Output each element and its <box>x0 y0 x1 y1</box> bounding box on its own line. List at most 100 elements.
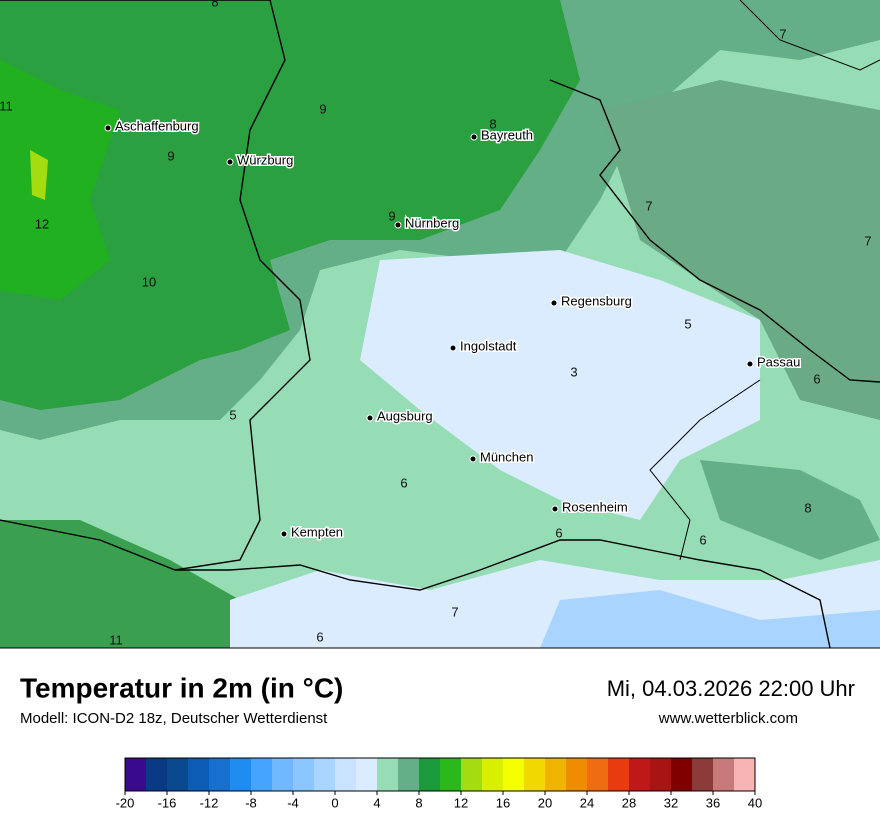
temperature-label: 11 <box>109 632 123 647</box>
colorbar-segment <box>356 758 378 791</box>
colorbar-segment <box>146 758 168 791</box>
colorbar-segment <box>734 758 756 791</box>
temperature-label: 9 <box>388 208 395 223</box>
colorbar-segment <box>608 758 630 791</box>
city-dot <box>550 299 558 307</box>
city-dot <box>366 414 374 422</box>
temperature-label: 9 <box>167 148 174 163</box>
city-dot <box>394 221 402 229</box>
temperature-label: 3 <box>570 364 577 379</box>
city-name: Regensburg <box>561 293 632 308</box>
temperature-label: 12 <box>35 216 49 231</box>
colorbar-tick-label: -12 <box>200 795 219 810</box>
colorbar-segment <box>566 758 588 791</box>
colorbar-tick-label: 24 <box>580 795 594 810</box>
colorbar-segment <box>335 758 357 791</box>
colorbar-segment <box>398 758 420 791</box>
colorbar-segment <box>524 758 546 791</box>
cities: Aschaffenburg Würzburg Bayreuth Nürnberg Reg… <box>104 117 802 541</box>
title: Temperatur in 2m (in °C) <box>20 672 343 703</box>
colorbar-tick-label: -16 <box>158 795 177 810</box>
colorbar-segment <box>671 758 693 791</box>
colorbar-tick-label: 4 <box>373 795 380 810</box>
colorbar-segment <box>230 758 252 791</box>
city-name: Bayreuth <box>481 127 533 142</box>
temperature-label: 6 <box>316 629 323 644</box>
city-name: Kempten <box>291 524 343 539</box>
colorbar-segment <box>125 758 147 791</box>
colorbar-tick-label: -20 <box>116 795 135 810</box>
colorbar-segment <box>440 758 462 791</box>
temperature-labels: 8 11 9 8 9 12 9 7 7 7 10 5 3 6 5 6 6 8 6 7 6 11 <box>0 0 872 647</box>
colorbar-segment <box>713 758 735 791</box>
city-name: Rosenheim <box>562 499 628 514</box>
city-dot <box>746 360 754 368</box>
colorbar-tick-label: 20 <box>538 795 552 810</box>
colorbar-segment <box>314 758 336 791</box>
temperature-label: 6 <box>555 525 562 540</box>
city-dot <box>449 344 457 352</box>
colorbar-tick-label: -4 <box>287 795 299 810</box>
temperature-label: 7 <box>645 198 652 213</box>
temperature-label: 5 <box>684 316 691 331</box>
colorbar-segment <box>293 758 315 791</box>
subtitle: Modell: ICON-D2 18z, Deutscher Wetterdie… <box>20 710 328 727</box>
city-name: Nürnberg <box>405 215 459 230</box>
temperature-label: 6 <box>813 371 820 386</box>
city-name: München <box>480 449 533 464</box>
colorbar-tick-label: 36 <box>706 795 720 810</box>
city-dot <box>551 505 559 513</box>
temperature-label: 6 <box>400 475 407 490</box>
city-name: Würzburg <box>237 152 293 167</box>
temperature-label: 7 <box>864 233 871 248</box>
colorbar-segment <box>251 758 273 791</box>
colorbar-tick-label: 16 <box>496 795 510 810</box>
temperature-label: 9 <box>319 101 326 116</box>
colorbar-segment <box>503 758 525 791</box>
temperature-label: 5 <box>229 407 236 422</box>
colorbar-segment <box>587 758 609 791</box>
temperature-label: 7 <box>779 26 786 41</box>
colorbar: -20 -16 -12 -8 -4 0 4 8 12 16 20 24 28 32 36 40 <box>116 757 762 810</box>
colorbar-segment <box>419 758 441 791</box>
colorbar-tick-label: 8 <box>415 795 422 810</box>
map: Aschaffenburg Würzburg Bayreuth Nürnberg Reg… <box>0 0 880 649</box>
city-name: Passau <box>757 354 800 369</box>
colorbar-segment <box>188 758 210 791</box>
colorbar-frame <box>124 757 756 792</box>
colorbar-tick-label: 0 <box>331 795 338 810</box>
temperature-label: 8 <box>211 0 218 9</box>
colorbar-segment <box>209 758 231 791</box>
colorbar-tick-label: 12 <box>454 795 468 810</box>
colorbar-segment <box>692 758 714 791</box>
website: www.wetterblick.com <box>658 710 798 727</box>
colorbar-segment <box>167 758 189 791</box>
colorbar-segment <box>650 758 672 791</box>
temperature-label: 6 <box>699 532 706 547</box>
colorbar-segment <box>545 758 567 791</box>
colorbar-tick-label: 28 <box>622 795 636 810</box>
temperature-label: 7 <box>451 604 458 619</box>
city-name: Ingolstadt <box>460 338 517 353</box>
colorbar-segment <box>629 758 651 791</box>
colorbar-tick-label: -8 <box>245 795 257 810</box>
temperature-label: 11 <box>0 98 13 113</box>
temperature-label: 8 <box>489 116 496 131</box>
colorbar-segment <box>482 758 504 791</box>
city-dot <box>226 158 234 166</box>
colorbar-tick-label: 32 <box>664 795 678 810</box>
city-name: Augsburg <box>377 408 433 423</box>
city-dot <box>470 133 478 141</box>
city-dot <box>469 455 477 463</box>
colorbar-tick-label: 40 <box>748 795 762 810</box>
temperature-label: 8 <box>804 500 811 515</box>
datetime: Mi, 04.03.2026 22:00 Uhr <box>607 676 855 701</box>
colorbar-segment <box>272 758 294 791</box>
city-name: Aschaffenburg <box>115 118 199 133</box>
colorbar-segment <box>461 758 483 791</box>
temperature-label: 10 <box>142 274 156 289</box>
city-dot <box>280 530 288 538</box>
city-dot <box>104 124 112 132</box>
colorbar-segment <box>377 758 399 791</box>
